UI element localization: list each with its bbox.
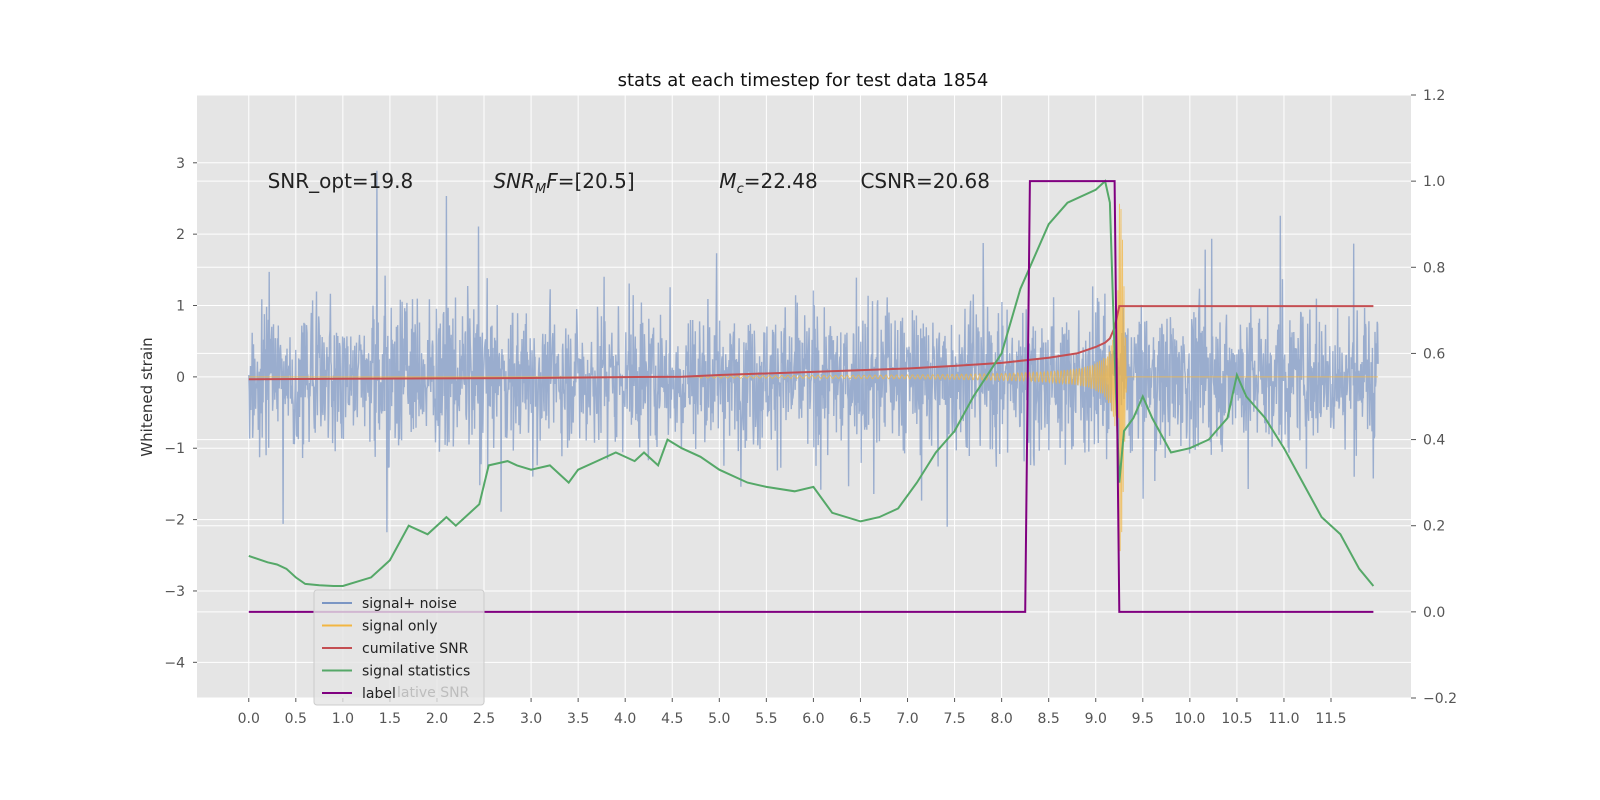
series-layer [248,170,1379,613]
y2-tick-label: 0.8 [1423,260,1445,276]
y2-tick-label: 1.2 [1423,88,1445,104]
x-tick-label: 8.5 [1038,711,1060,727]
series-signal-plus-noise [248,170,1379,533]
x-tick-label: 3.5 [567,711,589,727]
x-tick-label: 2.5 [473,711,495,727]
x-tick-label: 5.0 [708,711,730,727]
y2-tick-label: 0.2 [1423,519,1445,535]
x-tick-label: 11.0 [1268,711,1299,727]
legend-ghost-text: lative SNR [397,685,470,701]
y-tick-label: 3 [176,156,185,172]
x-tick-label: 7.5 [943,711,965,727]
y-tick-label: −3 [164,584,185,600]
x-tick-label: 8.0 [990,711,1012,727]
series-signal-only [248,203,1379,552]
x-tick-label: 9.0 [1085,711,1107,727]
legend: lative SNR signal+ noise signal only cumil… [313,589,485,706]
y-axis-label: Whitened strain [138,337,156,456]
annotations: SNR_opt=19.8 SNRMF=[20.5] Mc=22.48 CSNR=20.… [268,169,990,197]
x-tick-label: 5.5 [755,711,777,727]
x-tick-label: 2.0 [426,711,448,727]
legend-label: signal only [362,619,437,635]
x-tick-label: 7.0 [896,711,918,727]
y-axis-left: −4 −3 −2 −1 0 1 2 3 [164,156,197,671]
x-tick-label: 10.5 [1221,711,1252,727]
annotation-3: Mc=22.48 [719,169,817,197]
y2-tick-label: 0.6 [1423,346,1445,362]
x-axis: 0.0 0.5 1.0 1.5 2.0 2.5 3.0 3.5 4.0 4.5 5.0 5.5 6.0 6… [238,698,1347,727]
x-tick-label: 4.0 [614,711,636,727]
annotation-2: SNRMF=[20.5] [493,169,634,197]
y2-tick-label: 0.4 [1423,433,1445,449]
y-tick-label: −4 [164,655,185,671]
x-tick-label: 0.5 [285,711,307,727]
annotation-4: CSNR=20.68 [860,169,990,193]
series-signal-statistics [248,179,1375,587]
y-tick-label: −1 [164,441,185,457]
x-tick-label: 1.5 [379,711,401,727]
y2-tick-label: 0.0 [1423,605,1445,621]
x-tick-label: 4.5 [661,711,683,727]
legend-box [313,589,485,706]
series-label [248,180,1374,613]
y-tick-label: −2 [164,513,185,529]
legend-label: cumilative SNR [362,641,469,657]
x-tick-label: 11.5 [1315,711,1346,727]
y2-tick-label: 1.0 [1423,174,1445,190]
x-tick-label: 3.0 [520,711,542,727]
x-tick-label: 9.5 [1132,711,1154,727]
x-tick-label: 6.5 [849,711,871,727]
y-axis-right: −0.2 0.0 0.2 0.4 0.6 0.8 1.0 1.2 [1411,88,1457,707]
legend-label: signal statistics [362,664,470,680]
legend-label: label [362,686,396,702]
x-tick-label: 10.0 [1174,711,1205,727]
y-tick-label: 0 [176,370,185,386]
x-tick-label: 1.0 [332,711,354,727]
y-tick-label: 2 [176,227,185,243]
x-tick-label: 6.0 [802,711,824,727]
annotation-1: SNR_opt=19.8 [268,169,414,193]
x-tick-label: 0.0 [238,711,260,727]
y-tick-label: 1 [176,299,185,315]
chart-title: stats at each timestep for test data 185… [618,70,989,91]
y2-tick-label: −0.2 [1423,691,1457,707]
legend-label: signal+ noise [362,596,457,612]
